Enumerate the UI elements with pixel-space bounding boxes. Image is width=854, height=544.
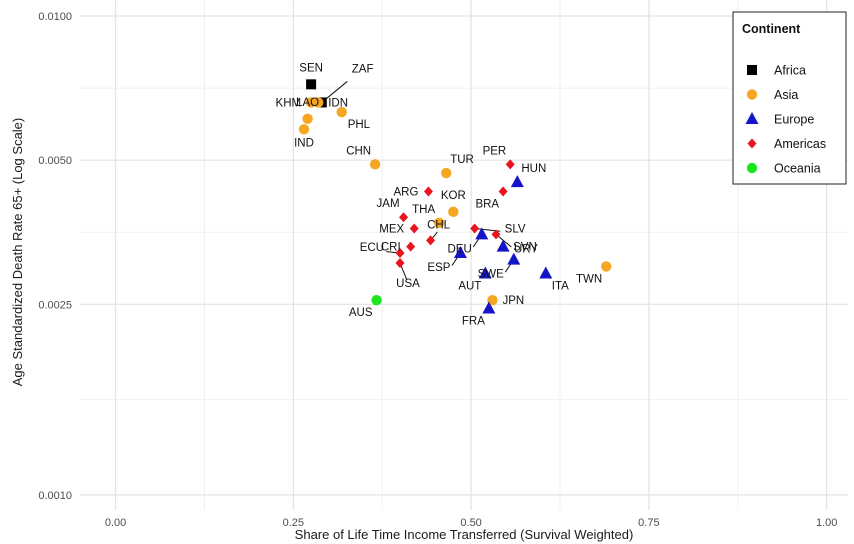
y-tick-label: 0.0050 <box>38 155 72 167</box>
legend-label-africa: Africa <box>774 64 806 78</box>
point-label-ita: ITA <box>552 280 569 292</box>
legend-key-europe <box>745 112 759 124</box>
legend-key-americas <box>747 138 757 149</box>
point-label-zaf: ZAF <box>352 63 374 75</box>
x-tick-label: 0.75 <box>638 517 659 529</box>
point-chl <box>426 235 436 246</box>
x-axis-title: Share of Life Time Income Transferred (S… <box>295 527 634 542</box>
y-tick-label: 0.0025 <box>38 299 72 311</box>
point-jam <box>399 212 409 223</box>
y-tick-label: 0.0100 <box>38 11 72 23</box>
point-esp <box>453 245 467 258</box>
point-label-hun: HUN <box>521 163 546 175</box>
legend: Continent Africa Asia Europe Americas Oceani… <box>732 11 847 185</box>
x-tick-label: 0.00 <box>105 517 126 529</box>
point-khm <box>305 97 317 108</box>
point-mex <box>409 223 419 234</box>
point-lao <box>302 113 313 125</box>
point-ury <box>491 229 501 240</box>
x-tick-labels: 0.00 0.25 0.50 0.75 1.00 <box>105 517 838 529</box>
point-label-usa: USA <box>396 278 420 290</box>
point-label-cri: CRI <box>381 242 401 254</box>
point-aut <box>478 266 492 279</box>
point-label-arg: ARG <box>394 187 419 199</box>
point-label-kor: KOR <box>441 190 466 202</box>
point-sen <box>306 79 317 90</box>
point-chn <box>369 159 381 170</box>
point-label-svn: SVN <box>513 242 537 254</box>
legend-items: Africa Asia Europe Americas Oceania <box>745 64 826 176</box>
point-label-ind: IND <box>294 137 314 149</box>
point-tha <box>433 217 445 228</box>
point-label-jam: JAM <box>377 198 400 210</box>
point-label-ecu: ECU <box>360 242 384 254</box>
point-twn <box>601 261 612 272</box>
point-label-esp: ESP <box>427 262 450 274</box>
legend-box <box>732 11 847 185</box>
point-labels: SEN ZAF KHM IDN LAO IND PHL CHN TUR KOR THA JPN TWN A… <box>276 62 603 327</box>
point-jpn <box>487 295 498 306</box>
point-hun <box>510 175 524 188</box>
point-ind <box>298 124 310 135</box>
y-tick-label: 0.0010 <box>38 490 72 502</box>
y-tick-labels: 0.0010 0.0025 0.0050 0.0100 <box>38 11 72 502</box>
point-label-jpn: JPN <box>502 295 524 307</box>
legend-key-oceania <box>746 162 758 174</box>
x-tick-label: 1.00 <box>816 517 837 529</box>
legend-label-oceania: Oceania <box>774 162 821 176</box>
point-label-bra: BRA <box>475 199 499 211</box>
point-ecu <box>395 247 405 258</box>
x-tick-label: 0.50 <box>460 517 481 529</box>
y-axis-title: Age Standardized Death Rate 65+ (Log Sca… <box>10 118 25 386</box>
point-arg <box>423 186 433 197</box>
label-leader-lines <box>321 81 515 280</box>
point-label-ury: URY <box>514 243 538 255</box>
legend-label-americas: Americas <box>774 137 826 151</box>
point-deu <box>475 227 489 240</box>
point-slv <box>470 223 480 234</box>
point-label-aut: AUT <box>458 280 481 292</box>
point-label-lao: LAO <box>296 97 319 109</box>
point-label-deu: DEU <box>447 243 471 255</box>
point-per <box>505 159 515 170</box>
point-ita <box>539 266 553 279</box>
point-usa <box>395 257 405 268</box>
legend-label-asia: Asia <box>774 88 798 102</box>
x-tick-label: 0.25 <box>283 517 304 529</box>
point-idn <box>313 97 324 108</box>
point-label-fra: FRA <box>462 316 485 328</box>
legend-key-africa <box>747 65 757 75</box>
point-label-tha: THA <box>412 204 435 216</box>
point-swe <box>507 252 521 265</box>
point-kor <box>448 206 459 218</box>
point-label-chn: CHN <box>346 145 371 157</box>
point-label-mex: MEX <box>379 223 404 235</box>
point-label-idn: IDN <box>328 97 348 109</box>
point-label-tur: TUR <box>450 154 474 166</box>
legend-title: Continent <box>742 22 801 36</box>
point-label-per: PER <box>483 145 507 157</box>
point-label-twn: TWN <box>576 273 602 285</box>
point-phl <box>336 106 347 118</box>
point-fra <box>482 301 496 314</box>
point-label-phl: PHL <box>348 119 371 131</box>
point-bra <box>498 186 508 197</box>
point-aus <box>371 295 382 306</box>
point-label-aus: AUS <box>349 307 373 319</box>
legend-key-asia <box>746 89 758 100</box>
point-tur <box>441 167 452 179</box>
point-label-khm: KHM <box>276 97 302 109</box>
point-label-slv: SLV <box>505 223 526 235</box>
point-label-chl: CHL <box>427 219 451 231</box>
legend-label-europe: Europe <box>774 113 814 127</box>
point-label-swe: SWE <box>478 269 505 281</box>
data-points <box>298 79 612 314</box>
point-cri <box>406 241 416 252</box>
point-label-sen: SEN <box>299 62 323 74</box>
point-svn <box>496 239 510 252</box>
